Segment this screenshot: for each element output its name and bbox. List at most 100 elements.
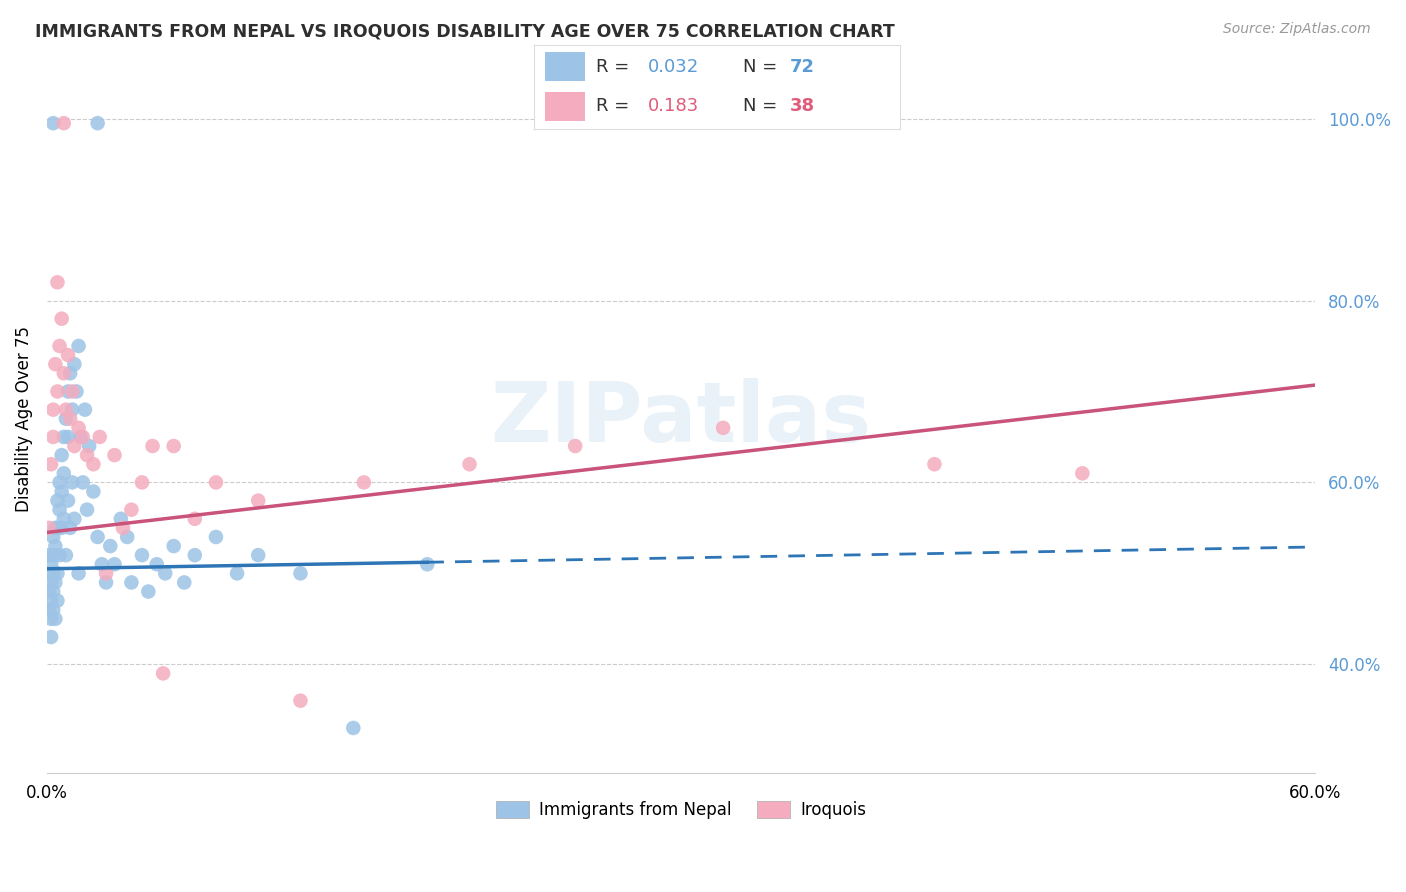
Point <box>76 448 98 462</box>
Point <box>458 457 481 471</box>
Point <box>1071 467 1094 481</box>
Point <box>42 430 65 444</box>
Point <box>110 512 132 526</box>
Point <box>342 721 364 735</box>
Text: 72: 72 <box>790 58 815 76</box>
Point <box>63 357 86 371</box>
Point <box>56 348 79 362</box>
Point <box>69 430 91 444</box>
Point <box>52 366 75 380</box>
Point <box>46 384 69 399</box>
Point <box>51 521 73 535</box>
Point <box>136 584 159 599</box>
Point <box>82 457 104 471</box>
Point <box>67 339 90 353</box>
Point <box>205 475 228 490</box>
Point <box>55 402 77 417</box>
Point <box>44 612 66 626</box>
Point <box>86 116 108 130</box>
Text: 0.032: 0.032 <box>648 58 699 76</box>
Point <box>38 566 60 581</box>
Point <box>59 521 82 535</box>
Point <box>48 339 70 353</box>
Text: 0.183: 0.183 <box>648 97 699 115</box>
Point <box>155 566 177 581</box>
Point <box>60 475 83 490</box>
Point <box>120 575 142 590</box>
Point <box>59 366 82 380</box>
Point <box>63 439 86 453</box>
Point <box>46 521 69 535</box>
Point <box>44 357 66 371</box>
Point <box>48 502 70 516</box>
Point <box>38 521 60 535</box>
Point <box>146 558 169 572</box>
Point <box>63 512 86 526</box>
Point <box>38 584 60 599</box>
Point <box>163 539 186 553</box>
Point <box>48 548 70 562</box>
Point <box>42 116 65 130</box>
Point <box>131 475 153 490</box>
Point <box>55 548 77 562</box>
Point <box>247 493 270 508</box>
Point <box>73 402 96 417</box>
Point <box>51 448 73 462</box>
Text: ZIPatlas: ZIPatlas <box>491 378 872 459</box>
Point <box>56 493 79 508</box>
Point <box>103 448 125 462</box>
Point <box>94 575 117 590</box>
Text: 38: 38 <box>790 97 815 115</box>
Point <box>65 384 87 399</box>
Point <box>72 475 94 490</box>
Point <box>173 575 195 590</box>
Point <box>55 411 77 425</box>
Text: Source: ZipAtlas.com: Source: ZipAtlas.com <box>1223 22 1371 37</box>
Text: IMMIGRANTS FROM NEPAL VS IROQUOIS DISABILITY AGE OVER 75 CORRELATION CHART: IMMIGRANTS FROM NEPAL VS IROQUOIS DISABI… <box>35 22 894 40</box>
FancyBboxPatch shape <box>546 53 585 81</box>
Point <box>42 603 65 617</box>
Point <box>52 116 75 130</box>
Point <box>60 384 83 399</box>
Point <box>226 566 249 581</box>
Point <box>152 666 174 681</box>
Point <box>120 502 142 516</box>
Point <box>247 548 270 562</box>
Point <box>59 411 82 425</box>
Point <box>205 530 228 544</box>
Point <box>39 612 62 626</box>
Point <box>924 457 946 471</box>
Point <box>44 521 66 535</box>
Point <box>82 484 104 499</box>
Point <box>290 566 312 581</box>
Point <box>416 558 439 572</box>
Point <box>39 558 62 572</box>
Point <box>184 512 207 526</box>
Point <box>290 694 312 708</box>
Point <box>48 475 70 490</box>
Point <box>184 548 207 562</box>
Point <box>56 430 79 444</box>
Point <box>46 566 69 581</box>
Point <box>72 430 94 444</box>
Point <box>44 539 66 553</box>
Point <box>38 603 60 617</box>
Point <box>42 402 65 417</box>
Legend: Immigrants from Nepal, Iroquois: Immigrants from Nepal, Iroquois <box>489 794 873 825</box>
Point <box>90 558 112 572</box>
Point <box>44 575 66 590</box>
Point <box>52 512 75 526</box>
Point <box>76 502 98 516</box>
Text: R =: R = <box>596 58 636 76</box>
Point <box>51 311 73 326</box>
Point <box>711 421 734 435</box>
Point <box>564 439 586 453</box>
Point <box>46 593 69 607</box>
Point <box>67 421 90 435</box>
Point <box>131 548 153 562</box>
Point <box>103 558 125 572</box>
Point <box>51 484 73 499</box>
Point <box>111 521 134 535</box>
Point <box>42 548 65 562</box>
Point <box>42 584 65 599</box>
